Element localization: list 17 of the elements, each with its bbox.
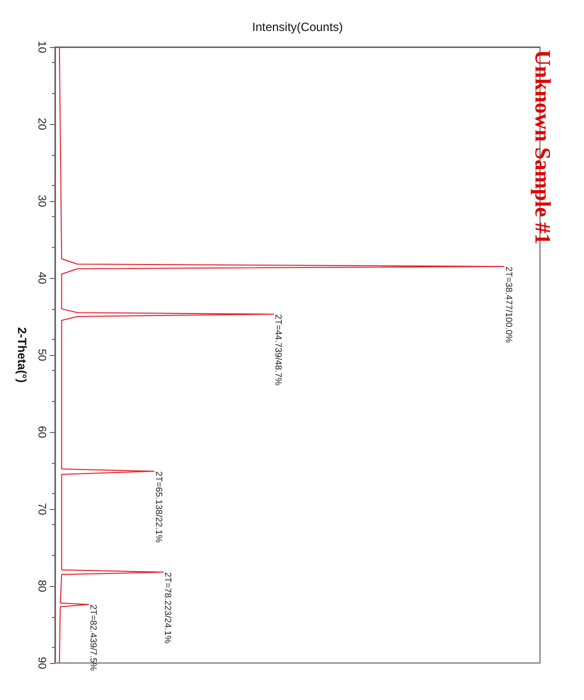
y-tick-label: 70 [35,502,48,516]
data-label: 2T=82.439/7.5% [88,604,99,671]
y-tick-label: 30 [35,194,48,208]
text: Unknown Sample #1 [530,50,556,244]
y-tick-label: 20 [35,118,48,130]
x-axis-title: Intensity(Counts) [252,20,343,34]
data-label: 2T=44.739/48.7% [274,314,284,386]
y-tick-label: 50 [35,348,48,362]
y-axis-title: 2-Theta(°) [15,327,29,383]
y-tick-label: 80 [35,580,48,592]
data-label: 2T=65.138/22.1% [154,471,164,543]
y-tick-label: 60 [35,426,48,438]
y-tick-label: 90 [35,656,48,670]
y-tick-label: 40 [35,272,48,284]
data-label: 2T=38.477/100.0% [504,266,514,343]
y-tick-label: 10 [35,40,48,54]
data-label: 2T=78.223/24.1% [163,572,174,644]
